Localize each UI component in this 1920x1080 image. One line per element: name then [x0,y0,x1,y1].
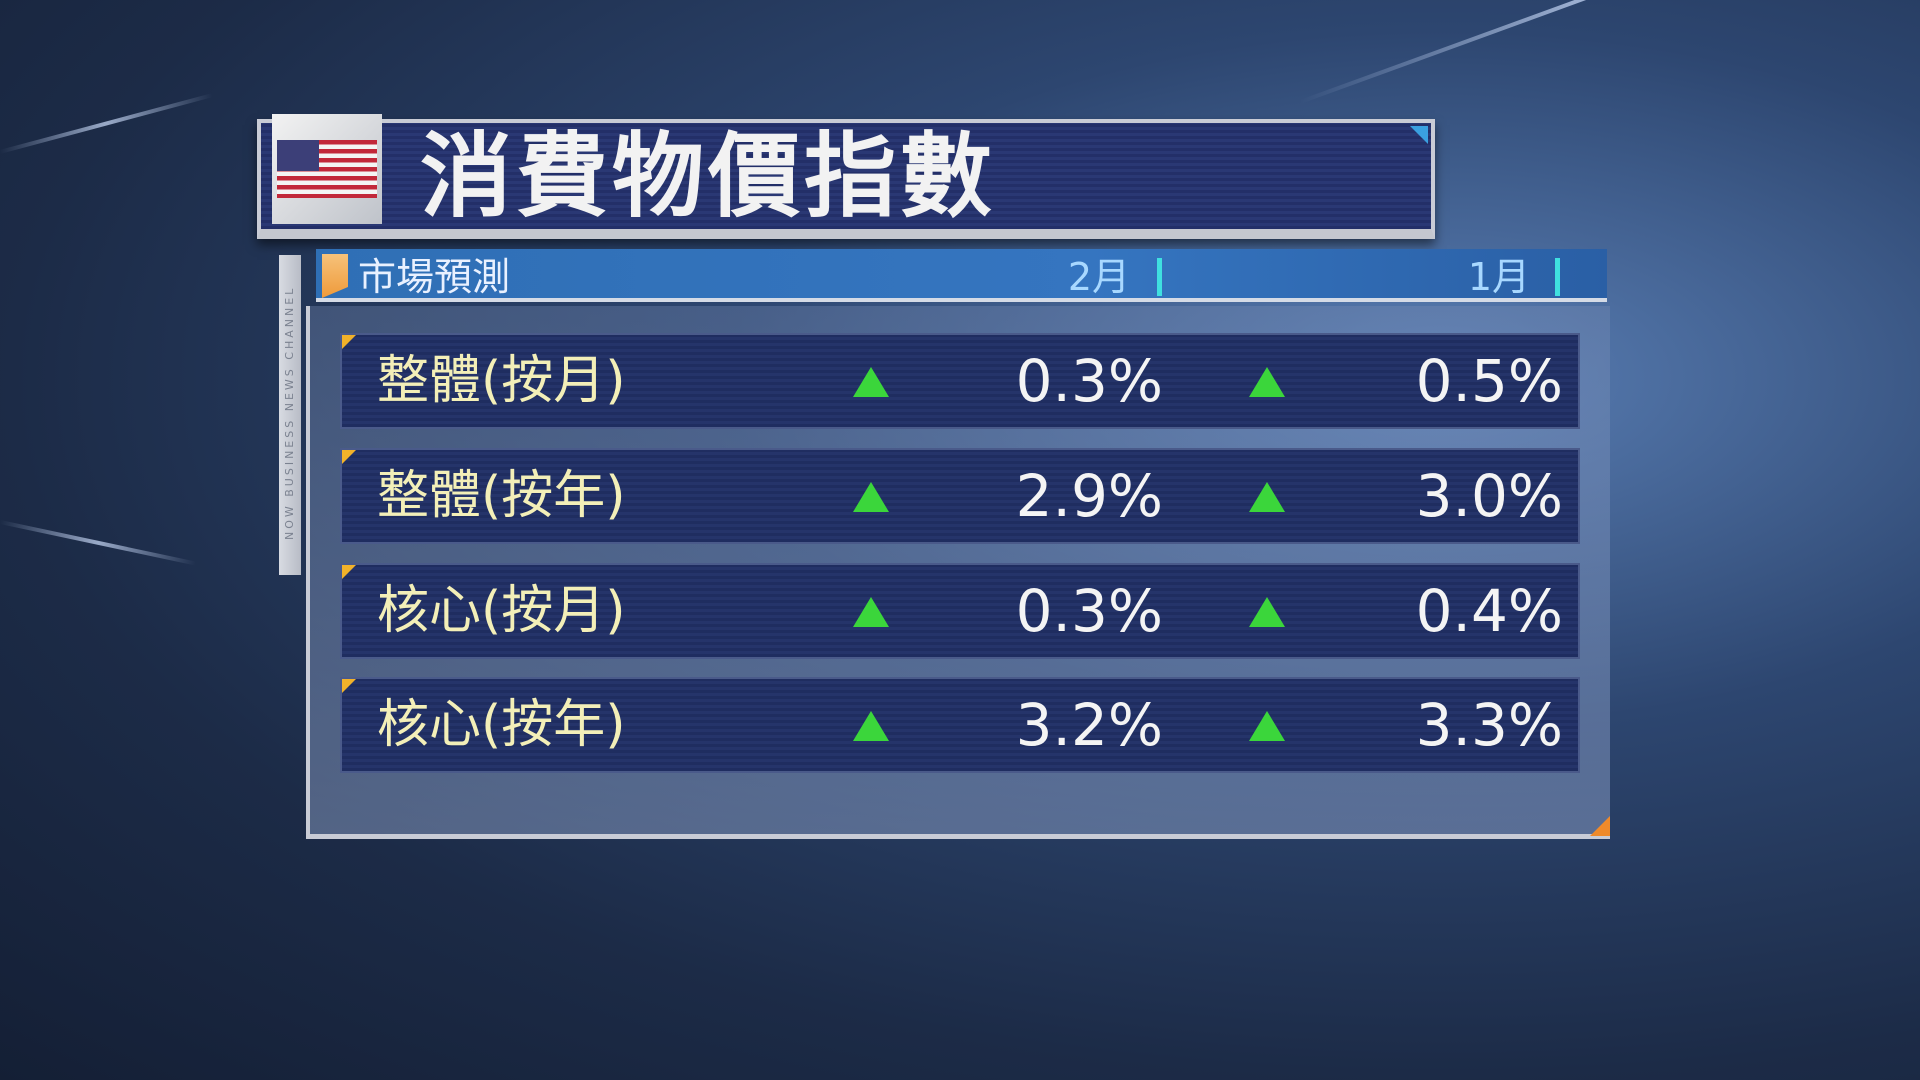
table-row: 核心(按月) 0.3% 0.4% [340,563,1580,659]
row-label: 整體(按月) [377,351,626,411]
corner-accent [1590,816,1610,836]
column-jan: 1月 [1467,255,1530,299]
background-light-streak [1299,0,1865,104]
jan-value: 0.5% [1415,347,1563,415]
up-arrow-icon [853,597,889,627]
table-row: 核心(按年) 3.2% 3.3% [340,677,1580,773]
jan-value: 3.3% [1415,691,1563,759]
background-light-streak [0,520,197,566]
column-divider [1157,258,1162,296]
up-arrow-icon [1249,597,1285,627]
column-divider [1555,258,1560,296]
column-feb: 2月 [1067,255,1130,299]
header-label: 市場預測 [358,255,511,299]
table-row: 整體(按月) 0.3% 0.5% [340,333,1580,429]
channel-watermark: NOW BUSINESS NEWS CHANNEL [283,285,296,540]
jan-value: 0.4% [1415,577,1563,645]
us-flag-icon [277,140,377,198]
feb-value: 0.3% [1015,347,1163,415]
jan-value: 3.0% [1415,462,1563,530]
column-header [316,249,1607,302]
up-arrow-icon [1249,482,1285,512]
row-label: 核心(按年) [377,695,626,755]
channel-strip [279,255,301,575]
row-label: 核心(按月) [377,581,626,641]
background-light-streak [0,93,214,154]
up-arrow-icon [1249,711,1285,741]
flag-box [272,114,382,224]
up-arrow-icon [853,711,889,741]
table-row: 整體(按年) 2.9% 3.0% [340,448,1580,544]
up-arrow-icon [1249,367,1285,397]
feb-value: 2.9% [1015,462,1163,530]
feb-value: 3.2% [1015,691,1163,759]
title-bar [257,119,1435,239]
up-arrow-icon [853,367,889,397]
feb-value: 0.3% [1015,577,1163,645]
up-arrow-icon [853,482,889,512]
page-title: 消費物價指數 [420,123,997,230]
row-label: 整體(按年) [377,466,626,526]
corner-accent [1410,126,1428,144]
